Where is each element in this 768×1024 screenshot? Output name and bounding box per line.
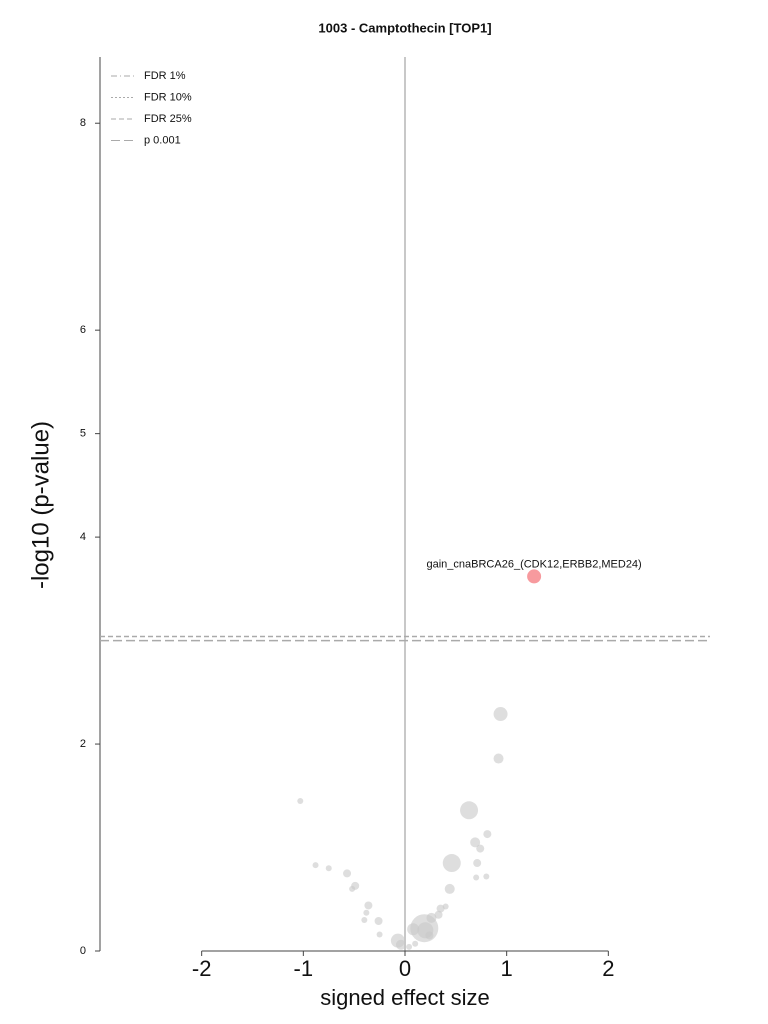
data-point	[473, 859, 482, 868]
data-point	[374, 916, 383, 925]
data-point	[363, 909, 370, 916]
data-point	[349, 885, 356, 892]
data-point	[436, 904, 445, 913]
data-point	[473, 874, 480, 881]
data-point	[412, 940, 419, 947]
y-tick-label: 5	[80, 428, 86, 440]
legend-label: FDR 10%	[144, 91, 192, 103]
chart-title: 1003 - Camptothecin [TOP1]	[318, 20, 491, 35]
y-tick-label: 2	[80, 738, 86, 750]
y-tick-label: 6	[80, 324, 86, 336]
data-point	[325, 865, 332, 872]
data-point	[425, 931, 434, 940]
y-tick-label: 8	[80, 117, 86, 129]
data-point	[407, 923, 420, 936]
data-point	[483, 830, 492, 839]
data-point	[434, 910, 443, 919]
x-axis-label: signed effect size	[320, 985, 490, 1010]
data-point	[361, 916, 368, 923]
data-point	[493, 707, 508, 722]
data-point	[406, 943, 413, 950]
y-tick-label: 0	[80, 945, 86, 957]
data-point	[493, 753, 504, 764]
data-point	[470, 837, 481, 848]
point-label: gain_cnaBRCA26_(CDK12,ERBB2,MED24)	[427, 558, 642, 570]
data-point	[297, 797, 304, 804]
data-point	[376, 931, 383, 938]
x-tick-label: -2	[192, 956, 212, 981]
data-point	[442, 854, 461, 873]
y-axis-label: -log10 (p-value)	[27, 421, 54, 589]
y-tick-label: 4	[80, 531, 86, 543]
data-point	[483, 873, 490, 880]
data-point	[476, 844, 485, 853]
data-point	[460, 801, 479, 820]
legend-label: FDR 1%	[144, 70, 186, 82]
data-point	[312, 862, 319, 869]
data-point	[444, 883, 455, 894]
legend-label: p 0.001	[144, 134, 181, 146]
x-tick-label: -1	[294, 956, 314, 981]
data-point	[395, 939, 406, 950]
data-point	[343, 869, 352, 878]
x-tick-label: 0	[399, 956, 411, 981]
legend-label: FDR 25%	[144, 113, 192, 125]
x-tick-label: 2	[602, 956, 614, 981]
data-point	[364, 901, 373, 910]
x-tick-label: 1	[501, 956, 513, 981]
data-point	[527, 569, 542, 584]
